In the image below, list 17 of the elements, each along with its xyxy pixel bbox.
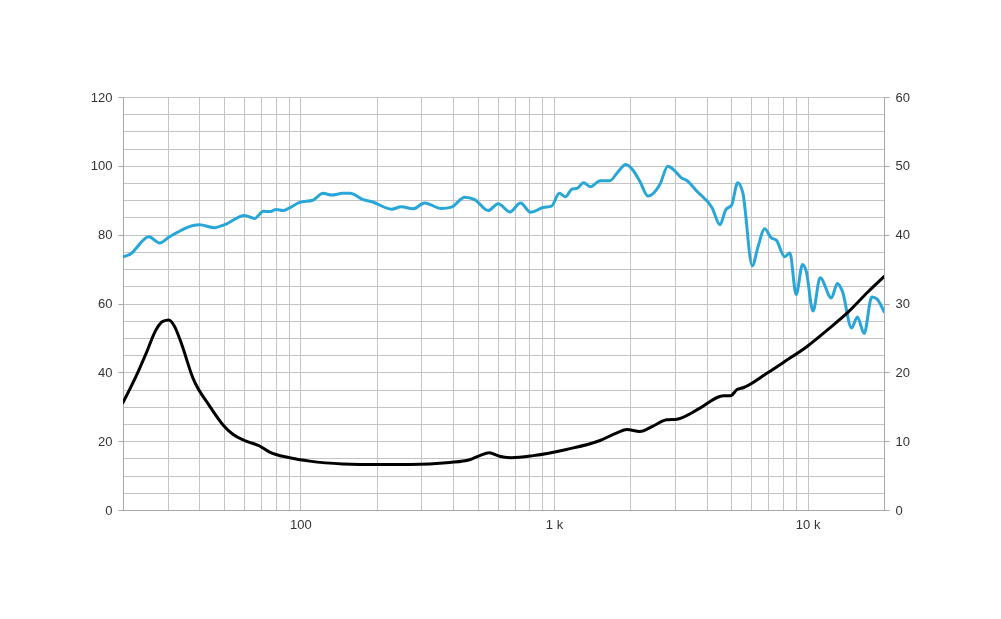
y-tick-label: 60 bbox=[98, 296, 113, 311]
x-tick-label: 1 k bbox=[545, 516, 564, 532]
y-tick-label: 0 bbox=[105, 502, 113, 518]
x-tick-label: 100 bbox=[289, 516, 312, 532]
y-tick-label: 100 bbox=[90, 158, 113, 174]
y2-tick-label: 10 bbox=[895, 433, 910, 449]
y-tick-label: 80 bbox=[98, 227, 113, 243]
y2-tick-label: 40 bbox=[895, 227, 910, 243]
x-tick-label: 10 k bbox=[795, 516, 821, 532]
y-tick-label: 20 bbox=[98, 433, 113, 449]
y2-tick-label: 60 bbox=[895, 89, 910, 105]
y2-tick-label: 30 bbox=[895, 296, 910, 311]
y-tick-label: 40 bbox=[98, 364, 113, 380]
y2-tick-label: 20 bbox=[895, 364, 910, 380]
y-tick-label: 120 bbox=[90, 89, 113, 105]
y2-tick-label: 0 bbox=[895, 502, 903, 518]
y2-tick-label: 50 bbox=[895, 158, 910, 174]
